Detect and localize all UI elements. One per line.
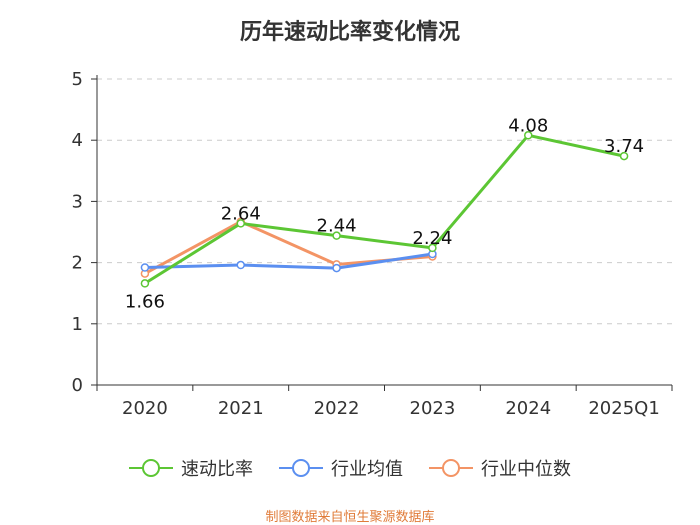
data-point (140, 263, 150, 272)
x-tick-label: 2020 (122, 398, 168, 419)
data-label: 1.66 (125, 291, 165, 312)
series-line (144, 252, 433, 270)
data-point (524, 131, 533, 140)
data-label: 2.44 (317, 216, 357, 237)
legend-label: 行业均值 (331, 459, 403, 480)
y-tick-label: 1 (72, 314, 83, 335)
data-point (236, 219, 245, 228)
y-tick-label: 4 (72, 130, 83, 151)
data-label: 4.08 (508, 115, 548, 136)
y-tick-label: 2 (72, 253, 83, 274)
data-point (332, 263, 341, 273)
y-tick-label: 3 (72, 191, 83, 212)
data-point (332, 231, 341, 240)
data-point (428, 243, 437, 253)
source-note: 制图数据来自恒生聚源数据库 (265, 510, 435, 525)
x-tick-label: 2024 (505, 398, 551, 419)
legend-label: 行业中位数 (481, 459, 571, 480)
data-point (236, 260, 245, 270)
legend-item[interactable]: 速动比率 (129, 455, 253, 481)
legend-label: 速动比率 (181, 459, 253, 480)
legend-item[interactable]: 行业均值 (279, 455, 403, 481)
data-label: 2.64 (221, 203, 261, 224)
legend: 速动比率 行业均值 行业中位数 (0, 455, 700, 481)
data-label: 2.24 (412, 228, 452, 249)
data-point (619, 151, 629, 161)
chart-title: 历年速动比率变化情况 (239, 20, 460, 45)
y-tick-label: 0 (72, 375, 83, 396)
y-tick-label: 5 (72, 69, 83, 90)
x-tick-label: 2023 (410, 398, 456, 419)
legend-line-marker-icon (129, 459, 173, 477)
data-label: 3.74 (604, 136, 644, 157)
series-line (144, 133, 625, 285)
data-point (140, 279, 150, 288)
x-tick-label: 2021 (218, 398, 264, 419)
legend-item[interactable]: 行业中位数 (429, 455, 571, 481)
legend-line-marker-icon (279, 459, 323, 477)
legend-line-marker-icon (429, 459, 473, 477)
x-tick-label: 2022 (314, 398, 360, 419)
x-tick-label: 2025Q1 (588, 398, 659, 419)
